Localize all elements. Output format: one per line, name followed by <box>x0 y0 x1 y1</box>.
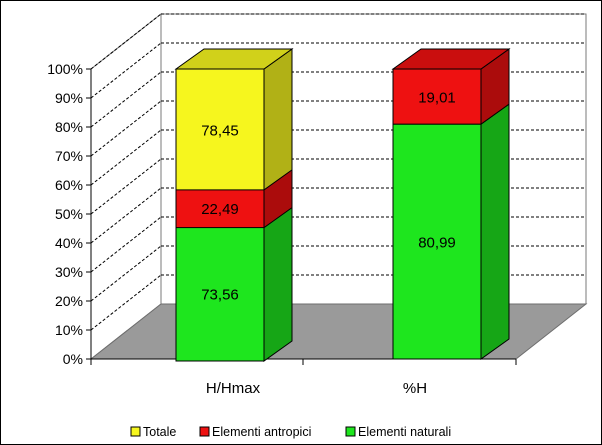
legend-label: Totale <box>143 425 176 439</box>
y-tick-label: 30% <box>55 264 83 280</box>
y-tick-label: 20% <box>55 293 83 309</box>
bar-segment-totale <box>174 48 294 191</box>
bar-front <box>175 225 265 362</box>
bar-segment-elementi-naturali <box>175 204 293 362</box>
y-tick-label: 70% <box>55 148 83 164</box>
category-labels: H/Hmax %H <box>90 359 517 397</box>
floor <box>89 303 588 360</box>
bar-top <box>391 48 511 70</box>
bars <box>174 48 511 362</box>
data-label: 73,56 <box>201 286 239 303</box>
value-axis: 0% 10% 20% 30% 40% 50% 60% 70% 80% 90% 100% <box>47 61 516 367</box>
bar-side <box>263 48 293 191</box>
bar-segment-elementi-naturali <box>392 103 510 360</box>
bar-side <box>480 103 510 360</box>
legend-swatch <box>199 426 210 437</box>
bar-front <box>175 187 265 229</box>
y-tick-label: 50% <box>55 206 83 222</box>
legend-swatch <box>130 426 141 437</box>
data-label: 78,45 <box>201 122 239 139</box>
legend-swatch <box>345 426 356 437</box>
bar-front <box>392 123 482 360</box>
y-tick-label: 80% <box>55 119 83 135</box>
legend: Totale Elementi antropici Elementi natural… <box>130 425 451 439</box>
y-tick-label: 40% <box>55 235 83 251</box>
category-label: H/Hmax <box>206 380 261 397</box>
y-tick-label: 0% <box>63 351 83 367</box>
data-labels: 73,56 22,49 78,45 80,99 19,01 <box>201 90 456 304</box>
data-label: 19,01 <box>418 90 456 107</box>
y-tick-label: 60% <box>55 177 83 193</box>
legend-label: Elementi antropici <box>212 425 311 439</box>
legend-label: Elementi naturali <box>358 425 451 439</box>
chart-walls <box>89 12 588 361</box>
data-label: 22,49 <box>201 201 239 218</box>
y-tick-label: 10% <box>55 322 83 338</box>
legend-entry: Elementi naturali <box>345 425 451 439</box>
legend-entry: Totale <box>130 425 176 439</box>
data-label: 80,99 <box>418 235 456 252</box>
bar-side <box>263 204 293 362</box>
bar-front <box>175 68 265 191</box>
y-tick-label: 90% <box>55 90 83 106</box>
bar-segment-elementi-antropici <box>391 48 511 126</box>
side-wall <box>90 12 162 361</box>
y-tick-label: 100% <box>47 61 83 77</box>
category-label: %H <box>403 380 427 397</box>
bar-top <box>174 48 294 70</box>
bar-segment-elementi-antropici <box>175 166 293 229</box>
legend-entry: Elementi antropici <box>199 425 311 439</box>
